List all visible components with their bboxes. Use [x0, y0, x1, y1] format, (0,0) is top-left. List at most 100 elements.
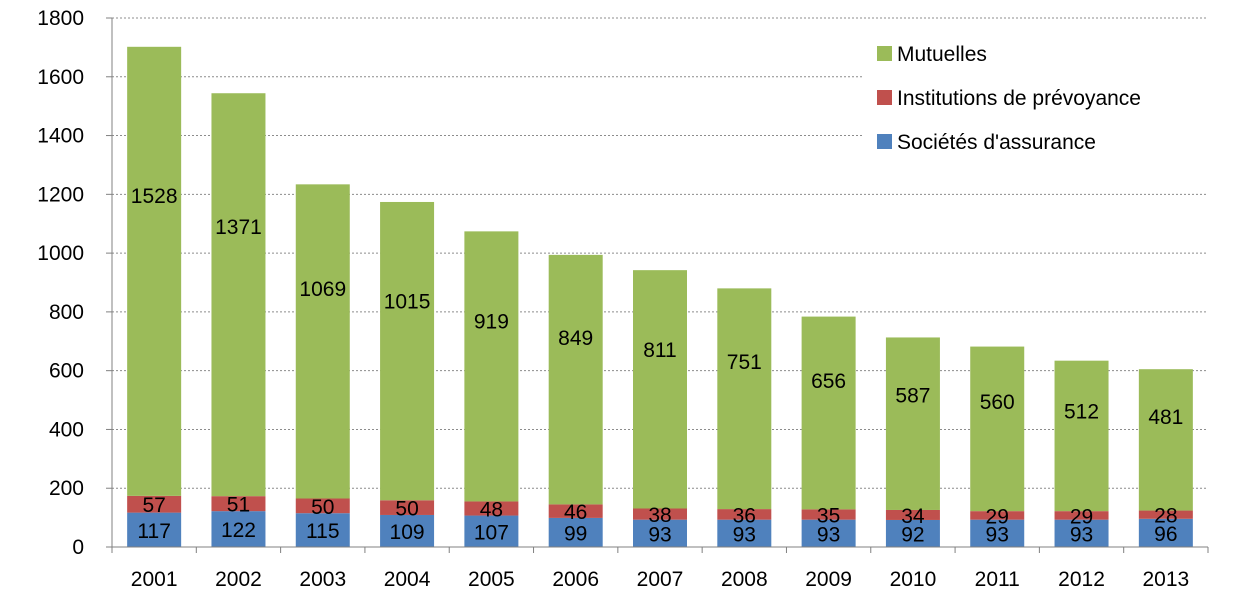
data-label: 1371 — [215, 216, 262, 239]
bar-segment — [127, 495, 182, 513]
y-tick-label: 400 — [49, 418, 84, 441]
x-tick-label: 2005 — [468, 568, 515, 591]
x-tick-label: 2008 — [721, 568, 768, 591]
data-label: 1528 — [131, 185, 178, 208]
bar-segment — [717, 288, 772, 510]
bar-segment — [970, 519, 1025, 547]
y-tick-label: 1600 — [37, 66, 84, 89]
bar-segment — [548, 517, 603, 547]
data-label: 46 — [564, 501, 587, 524]
data-label: 560 — [980, 391, 1015, 414]
bar-segment — [548, 504, 603, 518]
data-label: 811 — [643, 339, 676, 362]
legend-swatch — [877, 90, 892, 105]
bar-segment — [885, 337, 940, 510]
data-label: 93 — [648, 523, 671, 546]
data-label: 93 — [733, 523, 756, 546]
bar-segment — [211, 511, 266, 547]
data-label: 122 — [221, 519, 256, 542]
bar-segment — [1054, 519, 1109, 547]
data-label: 656 — [811, 370, 846, 393]
bar-segment — [295, 498, 350, 514]
data-label: 1069 — [299, 278, 346, 301]
data-label: 93 — [1070, 523, 1093, 546]
legend-swatch — [877, 134, 892, 149]
data-label: 35 — [817, 505, 840, 528]
legend: Mutuelles Institutions de prévoyance Socié… — [862, 30, 1208, 166]
bar-segment — [211, 93, 266, 497]
bar-segment — [885, 519, 940, 547]
bar-segment — [1138, 369, 1193, 511]
bar-segment — [464, 515, 519, 547]
bar-segment — [464, 501, 519, 516]
bar-segment — [885, 509, 940, 520]
bar-segment — [1054, 511, 1109, 520]
data-label: 50 — [395, 498, 418, 521]
bar-segment — [380, 201, 435, 501]
bar-segment — [295, 184, 350, 499]
x-tick-label: 2012 — [1058, 568, 1105, 591]
x-tick-label: 2001 — [131, 568, 178, 591]
data-label: 36 — [733, 504, 756, 527]
data-label: 38 — [648, 504, 671, 527]
data-label: 919 — [474, 310, 509, 333]
legend-label: Sociétés d'assurance — [897, 131, 1096, 154]
legend-label: Institutions de prévoyance — [897, 87, 1141, 110]
y-tick-label: 1200 — [37, 183, 84, 206]
bar-segment — [970, 511, 1025, 520]
bar-segment — [1138, 510, 1193, 519]
data-label: 48 — [480, 499, 503, 522]
bar-segment — [1138, 518, 1193, 547]
axes — [106, 17, 1209, 553]
x-tick-label: 2010 — [890, 568, 937, 591]
bar-segment — [633, 519, 687, 547]
bar-segment — [801, 316, 856, 510]
bar-segment — [801, 509, 856, 520]
data-label: 99 — [564, 522, 587, 545]
bar-segment — [970, 346, 1025, 512]
bar-segment — [1054, 360, 1109, 512]
bar-segment — [127, 512, 182, 547]
y-tick-label: 1400 — [37, 125, 84, 148]
y-tick-label: 600 — [49, 360, 84, 383]
x-tick-label: 2007 — [637, 568, 684, 591]
x-tick-label: 2011 — [975, 568, 1020, 591]
bar-segment — [717, 509, 772, 520]
x-tick-label: 2004 — [384, 568, 431, 591]
data-label: 51 — [227, 494, 250, 517]
y-tick-label: 1800 — [37, 7, 84, 30]
x-tick-label: 2013 — [1142, 568, 1189, 591]
bar-segment — [464, 231, 519, 502]
data-label: 93 — [817, 523, 840, 546]
data-label: 29 — [1070, 505, 1093, 528]
data-label: 57 — [142, 494, 165, 517]
bar-segment — [633, 508, 687, 520]
bar-segment — [548, 254, 603, 505]
y-tick-label: 1000 — [37, 242, 84, 265]
tick-labels: 0 200 400 600 800 1000 1200 1400 1600 1800 2001 200… — [37, 7, 1189, 591]
data-label: 96 — [1154, 523, 1177, 546]
x-tick-label: 2003 — [299, 568, 346, 591]
data-labels: 1175715281225113711155010691095010151074… — [131, 185, 1184, 546]
x-tick-label: 2002 — [215, 568, 262, 591]
data-label: 1015 — [384, 290, 431, 313]
bar-segment — [127, 46, 182, 496]
data-label: 849 — [558, 327, 593, 350]
y-tick-label: 800 — [49, 301, 84, 324]
legend-label: Mutuelles — [897, 43, 987, 66]
y-tick-label: 0 — [72, 536, 84, 559]
data-label: 29 — [986, 505, 1009, 528]
bars — [127, 46, 1193, 547]
bar-segment — [717, 519, 772, 547]
bar-segment — [633, 270, 687, 509]
data-label: 117 — [137, 520, 170, 543]
data-label: 481 — [1148, 406, 1183, 429]
y-tick-label: 200 — [49, 477, 84, 500]
data-label: 109 — [390, 521, 425, 544]
data-label: 107 — [474, 521, 509, 544]
legend-swatch — [877, 46, 892, 61]
data-label: 50 — [311, 496, 334, 519]
data-label: 34 — [901, 505, 925, 528]
data-label: 512 — [1064, 400, 1099, 423]
